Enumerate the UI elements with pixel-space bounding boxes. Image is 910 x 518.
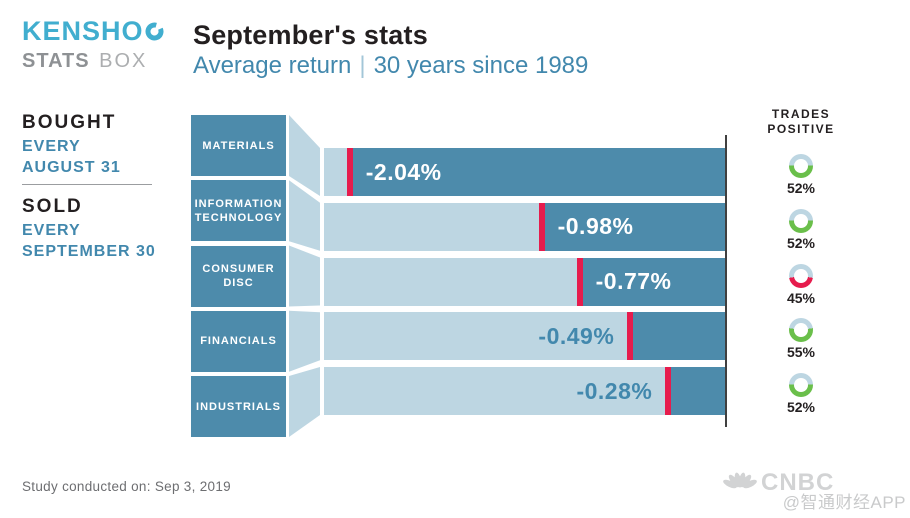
- value-label: -0.98%: [557, 213, 634, 240]
- subtitle-period: 30 years since 1989: [373, 52, 589, 79]
- stats-box-text: STATS BOX: [22, 51, 164, 71]
- donut-hole: [794, 378, 808, 392]
- sector-label: CONSUMER DISC: [191, 245, 286, 307]
- value-marker: [627, 312, 634, 361]
- kensho-wordmark: KENSHO: [22, 16, 144, 46]
- sold-line-1: EVERY: [22, 222, 81, 239]
- trades-positive-percent: 52%: [786, 180, 816, 196]
- sidebar-divider: [22, 184, 152, 185]
- donut-hole: [794, 268, 808, 283]
- trades-positive-donut: [789, 318, 813, 343]
- cnbc-logo: CNBC: [722, 469, 834, 497]
- bar-track: -2.04%: [324, 148, 726, 196]
- kensho-brand-text: KENSHO: [22, 18, 164, 45]
- bar-fill: [582, 257, 726, 306]
- sector-label: FINANCIALS: [191, 310, 286, 372]
- bought-line-2: AUGUST 31: [22, 159, 121, 176]
- kensho-logo: KENSHO STATS BOX: [22, 18, 164, 71]
- value-label: -0.49%: [538, 322, 615, 349]
- bar-fill: [671, 367, 726, 415]
- bought-detail: EVERY AUGUST 31: [22, 136, 121, 178]
- trades-positive-donut: [789, 373, 813, 397]
- trades-positive-percent: 45%: [786, 289, 816, 306]
- value-marker: [346, 148, 353, 196]
- connector-shape: [289, 115, 320, 196]
- bought-heading: BOUGHT: [22, 112, 117, 133]
- value-label: -0.77%: [595, 268, 672, 294]
- value-marker: [665, 367, 672, 415]
- trades-heading-line-1: TRADES: [771, 107, 831, 121]
- page-title: September's stats: [193, 20, 428, 50]
- trades-heading-line-2: POSITIVE: [767, 122, 835, 136]
- donut-hole: [794, 159, 808, 173]
- value-marker: [538, 202, 545, 251]
- trades-positive-percent: 52%: [786, 234, 816, 251]
- connector-shape: [289, 245, 320, 307]
- trades-positive-donut: [789, 208, 813, 233]
- value-label: -2.04%: [365, 158, 442, 185]
- cnbc-wordmark: CNBC: [761, 469, 835, 496]
- trades-positive-donut: [789, 263, 813, 288]
- trades-positive-donut: [789, 154, 813, 178]
- connector-shape: [289, 180, 320, 251]
- sector-label: INFORMATION TECHNOLOGY: [191, 180, 286, 242]
- sold-line-2: SEPTEMBER 30: [22, 243, 156, 260]
- bar-track: -0.98%: [324, 202, 726, 251]
- trades-positive-percent: 52%: [786, 399, 816, 415]
- label-bar-connector: [289, 115, 320, 437]
- kensho-o-icon: [145, 22, 164, 41]
- page-subtitle: Average return | 30 years since 1989: [193, 52, 588, 80]
- value-marker: [576, 257, 583, 306]
- value-label: -0.28%: [576, 377, 653, 404]
- box-label: BOX: [99, 50, 148, 72]
- sector-label: INDUSTRIALS: [191, 376, 286, 437]
- subtitle-metric: Average return: [193, 52, 352, 79]
- study-date-note: Study conducted on: Sep 3, 2019: [22, 479, 231, 494]
- sold-detail: EVERY SEPTEMBER 30: [22, 220, 156, 262]
- bought-line-1: EVERY: [22, 138, 81, 155]
- subtitle-separator: |: [359, 52, 366, 79]
- bar-fill: [352, 148, 726, 196]
- connector-shape: [289, 310, 320, 372]
- watermark: @智通财经APP: [782, 493, 906, 512]
- bar-track: -0.28%: [324, 367, 726, 415]
- peacock-icon: [723, 472, 757, 489]
- donut-hole: [794, 213, 808, 228]
- trades-positive-heading: TRADES POSITIVE: [741, 107, 861, 137]
- bar-track: -0.77%: [324, 257, 726, 306]
- bar-fill: [633, 312, 726, 361]
- sector-label: MATERIALS: [191, 115, 286, 176]
- trades-positive-percent: 55%: [786, 344, 816, 361]
- stats-label: STATS: [22, 50, 90, 72]
- bar-track: -0.49%: [324, 312, 726, 361]
- sold-heading: SOLD: [22, 196, 83, 217]
- connector-shape: [289, 367, 320, 437]
- zero-axis-line: [725, 135, 727, 427]
- bar-fill: [544, 202, 726, 251]
- donut-hole: [794, 323, 808, 338]
